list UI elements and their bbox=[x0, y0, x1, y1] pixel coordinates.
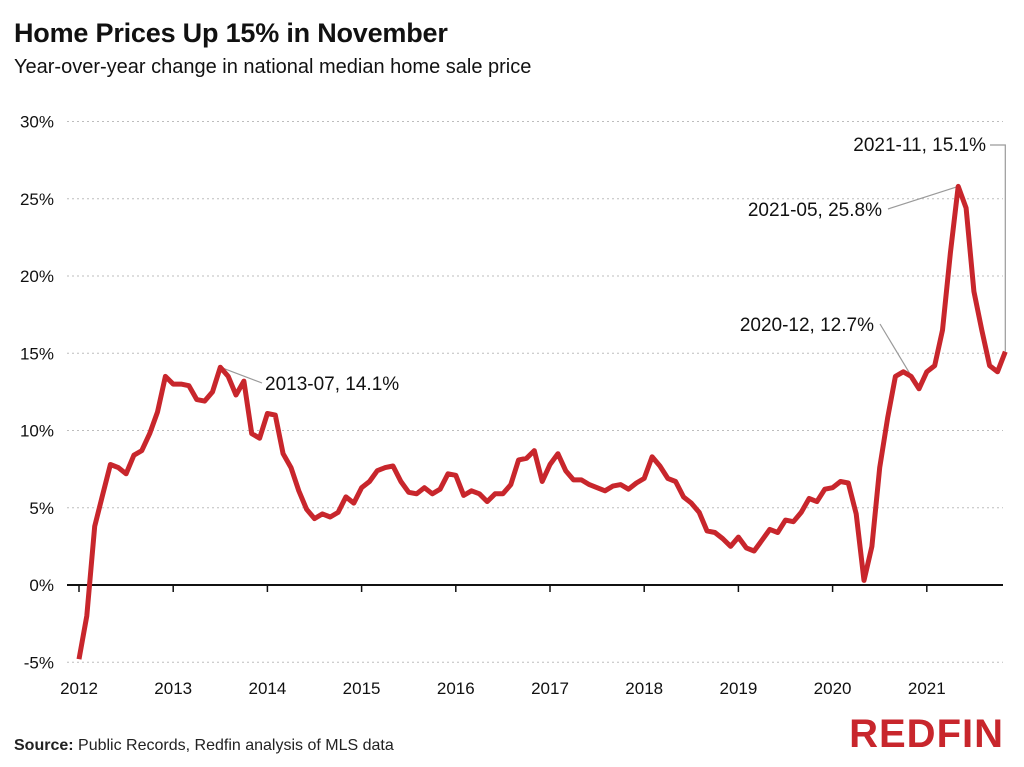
x-tick-label: 2015 bbox=[343, 679, 381, 698]
gridlines bbox=[67, 121, 1003, 663]
annotation-leader bbox=[990, 144, 1006, 352]
annotation-label: 2013-07, 14.1% bbox=[265, 374, 399, 395]
chart-title: Home Prices Up 15% in November bbox=[14, 18, 448, 48]
source-note: Source: Public Records, Redfin analysis … bbox=[14, 737, 394, 755]
annotation-leader bbox=[887, 185, 959, 210]
x-tick-labels: 2012 2013 2014 2015 2016 2017 2018 2019 2020 2021 bbox=[60, 679, 946, 698]
y-tick-label: 5% bbox=[29, 499, 54, 518]
y-tick-label: 25% bbox=[20, 190, 54, 209]
annotation-labels: 2013-07, 14.1% 2020-12, 12.7% 2021-05, 25.… bbox=[265, 135, 986, 395]
annotation-label: 2020-12, 12.7% bbox=[740, 315, 874, 336]
y-tick-label: -5% bbox=[24, 653, 54, 672]
x-tick-label: 2021 bbox=[908, 679, 946, 698]
y-tick-label: 20% bbox=[20, 267, 54, 286]
x-tick-label: 2020 bbox=[814, 679, 852, 698]
x-tick-label: 2012 bbox=[60, 679, 98, 698]
series-line bbox=[76, 183, 1008, 660]
redfin-logo: REDFIN bbox=[849, 712, 1004, 756]
x-tick-label: 2016 bbox=[437, 679, 475, 698]
source-label: Source: bbox=[14, 737, 74, 754]
annotation-label: 2021-11, 15.1% bbox=[853, 135, 986, 156]
x-tick-label: 2013 bbox=[154, 679, 192, 698]
annotation-leader bbox=[220, 366, 263, 384]
y-tick-label: 0% bbox=[29, 576, 54, 595]
source-text: Public Records, Redfin analysis of MLS d… bbox=[78, 737, 394, 754]
x-tick-label: 2017 bbox=[531, 679, 569, 698]
x-tick-label: 2018 bbox=[625, 679, 663, 698]
series-layer bbox=[76, 183, 1008, 660]
annotation-label: 2021-05, 25.8% bbox=[748, 200, 882, 221]
y-tick-labels: -5% 0% 5% 10% 15% 20% 25% 30% bbox=[20, 113, 54, 673]
y-tick-label: 15% bbox=[20, 344, 54, 363]
chart-subtitle: Year-over-year change in national median… bbox=[14, 56, 532, 78]
y-tick-label: 10% bbox=[20, 422, 54, 441]
annotation-leaders bbox=[220, 144, 1006, 390]
y-tick-label: 30% bbox=[20, 113, 54, 132]
x-tick-label: 2019 bbox=[719, 679, 757, 698]
x-tick-label: 2014 bbox=[248, 679, 286, 698]
